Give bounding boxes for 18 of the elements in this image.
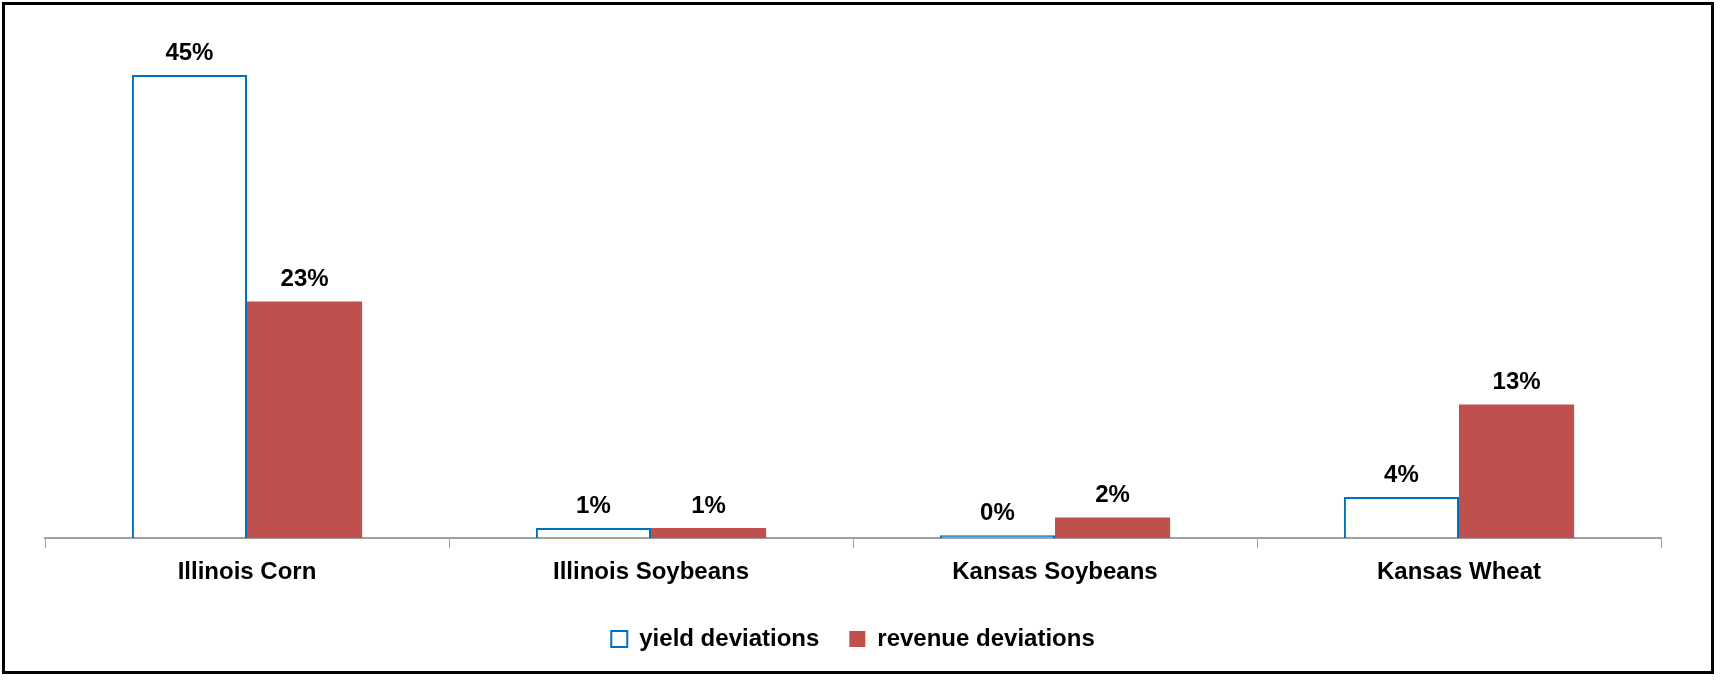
x-tick-label: Illinois Corn	[177, 557, 317, 585]
data-label: 2%	[1095, 480, 1130, 508]
legend-label: revenue deviations	[877, 623, 1095, 651]
data-label: 0%	[980, 497, 1015, 525]
data-label: 1%	[691, 490, 726, 518]
data-label: 13%	[1492, 367, 1541, 395]
data-label: 4%	[1384, 459, 1419, 487]
bar	[1055, 517, 1171, 539]
data-label: 23%	[280, 264, 329, 292]
data-label: 1%	[576, 490, 611, 518]
x-tick-label: Illinois Soybeans	[552, 557, 750, 585]
bar	[247, 301, 363, 539]
x-tick-label: Kansas Wheat	[1376, 557, 1542, 585]
data-label: 45%	[165, 37, 214, 65]
legend-label: yield deviations	[639, 623, 820, 651]
x-tick-label: Kansas Soybeans	[952, 557, 1158, 585]
bar	[651, 527, 767, 539]
bar	[1459, 404, 1575, 539]
